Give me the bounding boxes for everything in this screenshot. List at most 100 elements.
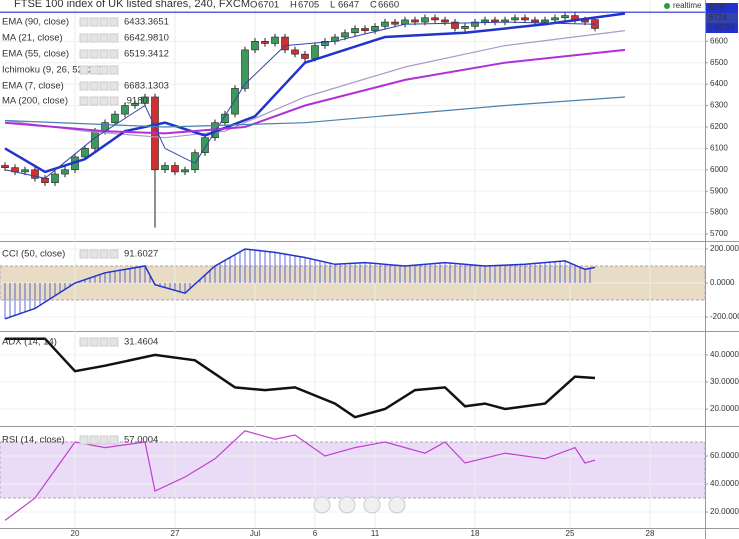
legend-button [109,249,119,259]
candle-body [311,45,319,59]
series-line [4,12,626,174]
y-tick-label: 6400 [710,79,728,88]
y-tick-label: 6100 [710,143,728,152]
legend-button [79,81,89,91]
x-tick-label: 11 [371,529,380,538]
series-line [4,430,596,521]
candle-body [191,152,199,171]
candle-body [551,17,559,21]
y-tick-label: 0.0000 [710,278,735,287]
candle-body [481,19,489,23]
price-tag [706,3,738,13]
candle-body [301,53,309,59]
legend-name: Ichimoku (9, 26, 52, 26) [2,65,102,76]
legend-button [79,96,89,106]
candle-body [511,17,519,21]
x-tick-label: Jul [250,529,260,538]
candle-body [181,169,189,173]
legend-name: ADX (14, 14) [2,337,57,348]
legend-button [99,249,109,259]
legend-button [109,65,119,75]
grid [0,0,708,528]
legend-name: EMA (7, close) [2,81,64,92]
legend-button [89,337,99,347]
legend-name: CCI (50, close) [2,249,65,260]
candle-body [271,36,279,44]
y-tick-label: 200.0000 [710,244,739,253]
legend-value: 6683.1303 [124,81,169,92]
legend-button [79,435,89,445]
candle-body [111,113,119,123]
legend-name: EMA (90, close) [2,17,69,28]
series-line [4,96,626,128]
candle-body [131,103,139,106]
candle-body [541,19,549,23]
ohlc-value: 6701 [258,0,279,11]
legend-button [99,435,109,445]
legend-button [89,81,99,91]
legend-button [99,337,109,347]
legend-name: RSI (14, close) [2,435,65,446]
candle-body [441,19,449,23]
ohlc-value: 6647 [338,0,359,11]
candle-body [201,137,209,153]
symbol-title: FTSE 100 index of UK listed shares, 240,… [14,0,250,10]
ohlc-key: C [370,0,377,11]
nav-button[interactable] [363,496,381,514]
y-tick-label: 40.0000 [710,479,739,488]
candle-body [51,173,59,183]
nav-button[interactable] [338,496,356,514]
series-line [5,337,596,419]
legend-button [99,17,109,27]
price-tag-label: 6724 [709,13,727,22]
nav-button[interactable] [313,496,331,514]
y-tick-label: 6300 [710,101,728,110]
ohlc-value: 6660 [378,0,399,11]
candle-body [121,105,129,115]
y-tick-label: 30.0000 [710,377,739,386]
ohlc-value: 6705 [298,0,319,11]
x-tick-label: 25 [566,529,575,538]
candle-body [221,113,229,123]
y-tick-label: 6500 [710,58,728,67]
candle-body [41,178,49,183]
candle-body [431,17,439,21]
x-tick-label: 27 [171,529,180,538]
legend-value: .9180 [124,96,148,107]
candle-body [231,88,239,115]
candle-body [321,41,329,46]
candle-body [61,169,69,175]
legend-button [99,49,109,59]
y-tick-label: 20.0000 [710,507,739,516]
x-tick-label: 28 [646,529,655,538]
legend-button [109,49,119,59]
legend-button [79,49,89,59]
legend-value: 91.6027 [124,249,158,260]
y-tick-label: 6600 [710,36,728,45]
legend-button [89,65,99,75]
legend-button [89,249,99,259]
legend-button [89,33,99,43]
legend-name: MA (200, close) [2,96,68,107]
status: realtime [673,1,702,10]
candle-body [411,19,419,23]
legend-value: 6519.3412 [124,49,169,60]
candle-body [141,96,149,104]
candle-body [341,32,349,38]
x-tick-label: 6 [313,529,318,538]
legend-button [79,249,89,259]
nav-button[interactable] [388,496,406,514]
nav-buttons [313,496,406,514]
band [0,441,706,499]
ohlc-key: H [290,0,297,11]
candle-body [461,26,469,29]
candle-body [241,49,249,89]
candle-body [561,15,569,19]
y-tick-label: 5900 [710,186,728,195]
legend-button [99,33,109,43]
candle-body [361,28,369,31]
candle-body [281,36,289,51]
y-tick-label: 6200 [710,122,728,131]
